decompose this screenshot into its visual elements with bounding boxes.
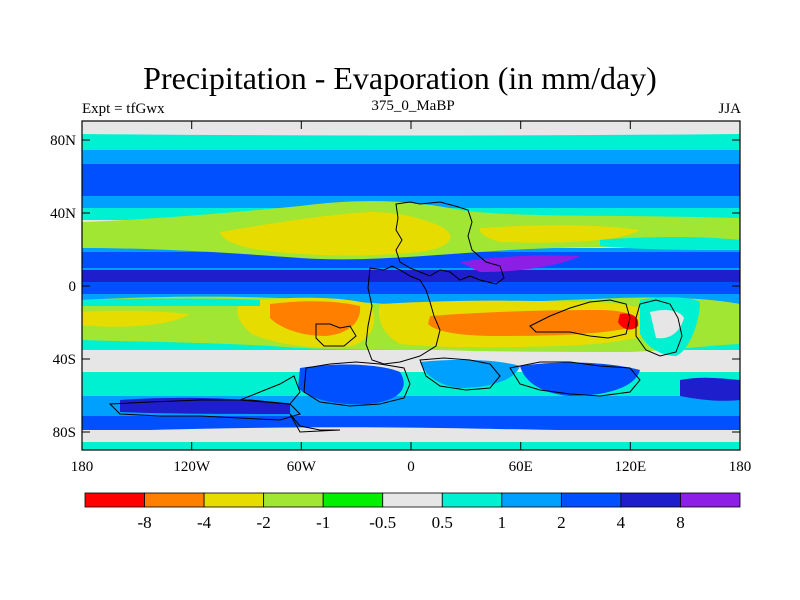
map-title: Precipitation - Evaporation (in mm/day)	[143, 60, 657, 96]
colorbar-swatch	[84, 492, 145, 508]
colorbar-swatch	[382, 492, 443, 508]
colorbar-swatch	[144, 492, 205, 508]
lon-label: 60E	[509, 459, 533, 475]
colorbar-label: -1	[316, 513, 330, 532]
lon-label: 180	[71, 459, 94, 475]
colorbar-label: -2	[257, 513, 271, 532]
colorbar-label: -4	[197, 513, 212, 532]
season-label: JJA	[718, 101, 741, 117]
lat-label: 80S	[53, 425, 76, 441]
lat-label: 40N	[50, 206, 76, 222]
colorbar-label: -0.5	[369, 513, 396, 532]
colorbar-label: 4	[617, 513, 626, 532]
lon-label: 120W	[173, 459, 211, 475]
precip-evap-field	[82, 121, 740, 450]
time-period-label: 375_0_MaBP	[371, 98, 455, 114]
colorbar-swatch	[441, 492, 503, 508]
colorbar-swatch	[322, 492, 384, 508]
colorbar-label: 0.5	[432, 513, 453, 532]
colorbar-swatch	[203, 492, 265, 508]
lat-label: 80N	[50, 133, 76, 149]
lat-label: 0	[69, 279, 77, 295]
colorbar-label: 2	[557, 513, 566, 532]
colorbar-label: 8	[676, 513, 685, 532]
colorbar-label: 1	[498, 513, 507, 532]
colorbar-label: -8	[137, 513, 151, 532]
lon-label: 120E	[614, 459, 646, 475]
colorbar-swatch	[263, 492, 324, 508]
lon-ticks	[81, 121, 741, 450]
colorbar-swatch	[501, 492, 562, 508]
colorbar-swatch	[680, 492, 741, 508]
continent-outlines	[108, 201, 683, 433]
colorbar-swatch	[560, 492, 622, 508]
lon-label: 0	[407, 459, 415, 475]
experiment-label: Expt = tfGwx	[82, 101, 165, 117]
lat-ticks	[82, 139, 740, 433]
colorbar-swatch	[620, 492, 681, 508]
lon-label: 180	[729, 459, 752, 475]
lon-label: 60W	[287, 459, 317, 475]
colorbar: -8 -4 -2 -1 -0.5 0.5 1 2 4 8	[84, 492, 741, 532]
lat-label: 40S	[53, 352, 76, 368]
